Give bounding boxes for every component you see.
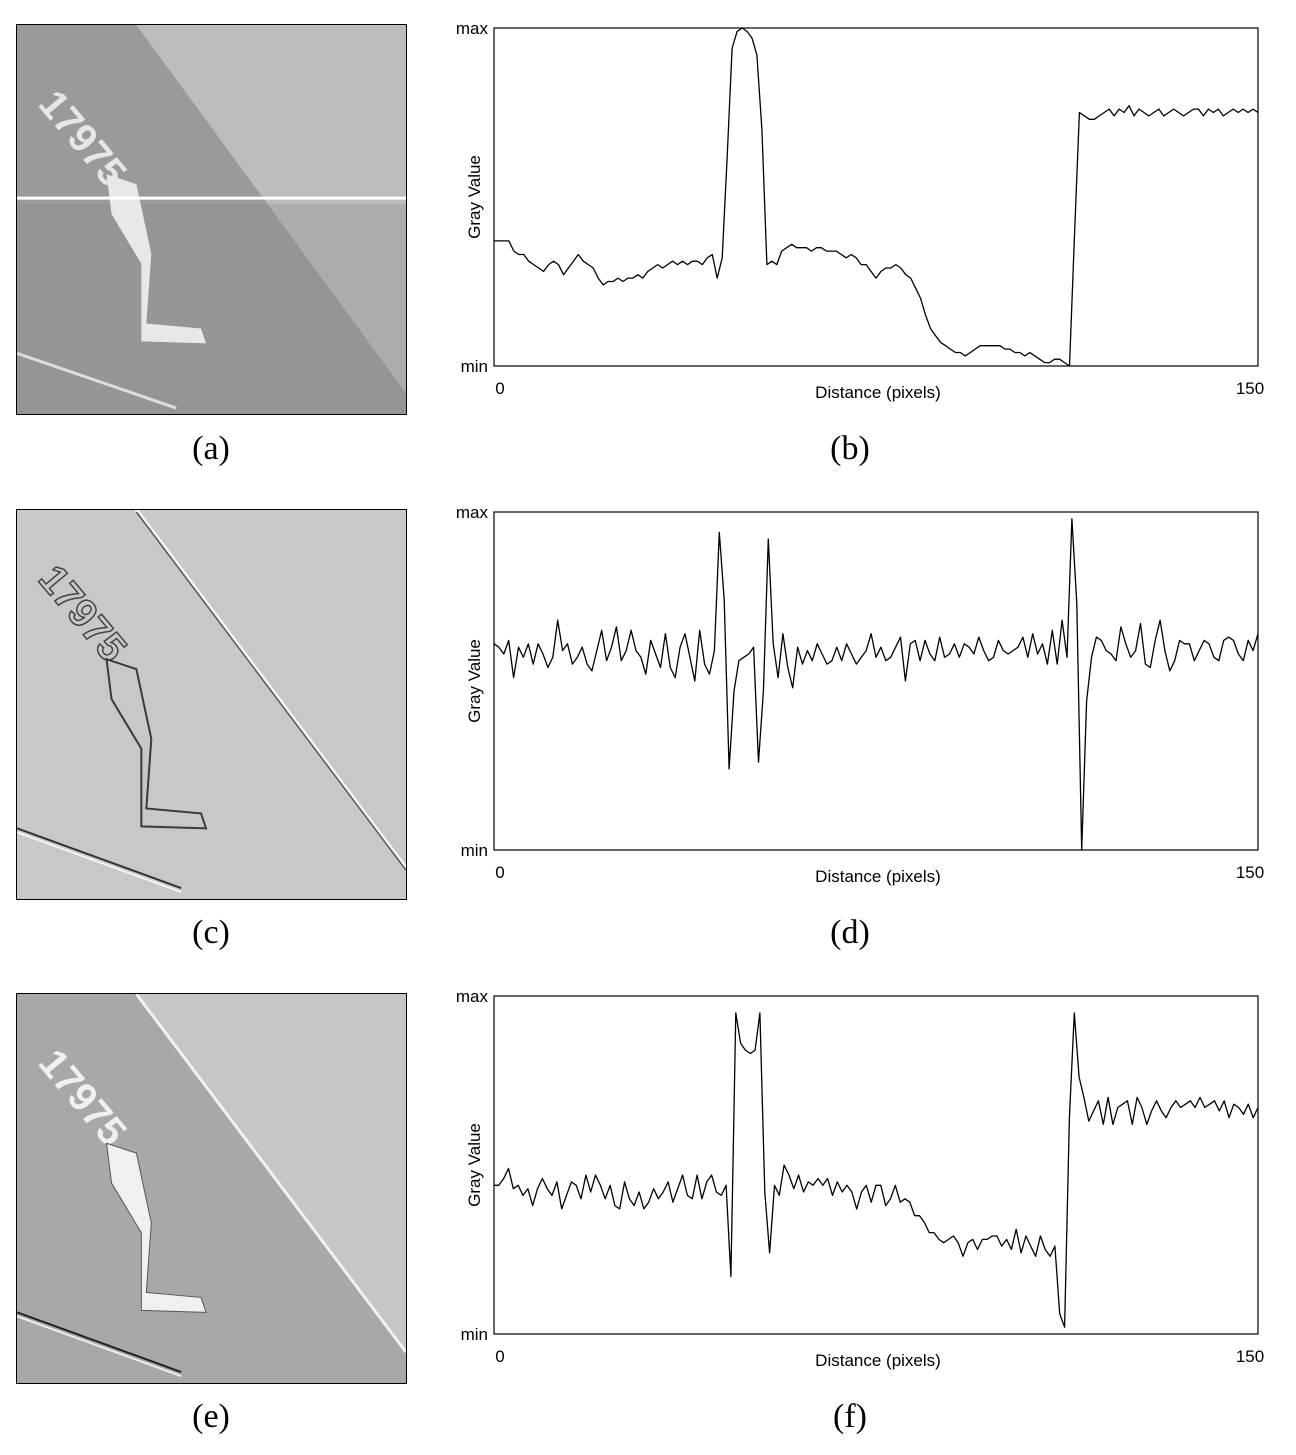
x-axis-label: Distance (pixels) [815,867,941,886]
y-axis-label: Gray Value [465,155,484,239]
y-axis-label: Gray Value [465,1123,484,1207]
x-tick-150: 150 [1236,1347,1264,1366]
image-sharpened: 17975 [16,993,407,1384]
x-axis-label: Distance (pixels) [815,383,941,402]
x-tick-150: 150 [1236,863,1264,882]
caption-a: (a) [192,430,230,467]
profile-series-line [493,518,1259,851]
x-tick-0: 0 [495,379,504,398]
x-tick-150: 150 [1236,379,1264,398]
x-tick-0: 0 [495,1347,504,1366]
profile-series-line [494,27,1259,367]
image-original: 17975 [16,24,407,415]
caption-c: (c) [192,914,230,951]
plot-b: max min 0 150 Distance (pixels) Gray Value [456,10,1276,410]
y-tick-min: min [461,1325,488,1344]
y-tick-min: min [461,841,488,860]
caption-b: (b) [830,430,870,467]
plot-d: max min 0 150 Distance (pixels) Gray Value [456,494,1276,894]
y-tick-max: max [456,987,489,1006]
image-highpass: 17975 [16,509,407,900]
caption-f: (f) [833,1398,867,1435]
plot-frame [493,995,1259,1335]
y-tick-min: min [461,357,488,376]
plot-f: max min 0 150 Distance (pixels) Gray Value [456,978,1276,1378]
y-axis-label: Gray Value [465,639,484,723]
plot-frame [493,511,1259,851]
caption-d: (d) [830,914,870,951]
y-tick-max: max [456,19,489,38]
x-axis-label: Distance (pixels) [815,1351,941,1370]
y-tick-max: max [456,503,489,522]
profile-series-line [494,1012,1259,1328]
plot-frame [493,27,1259,367]
caption-e: (e) [192,1398,230,1435]
x-tick-0: 0 [495,863,504,882]
